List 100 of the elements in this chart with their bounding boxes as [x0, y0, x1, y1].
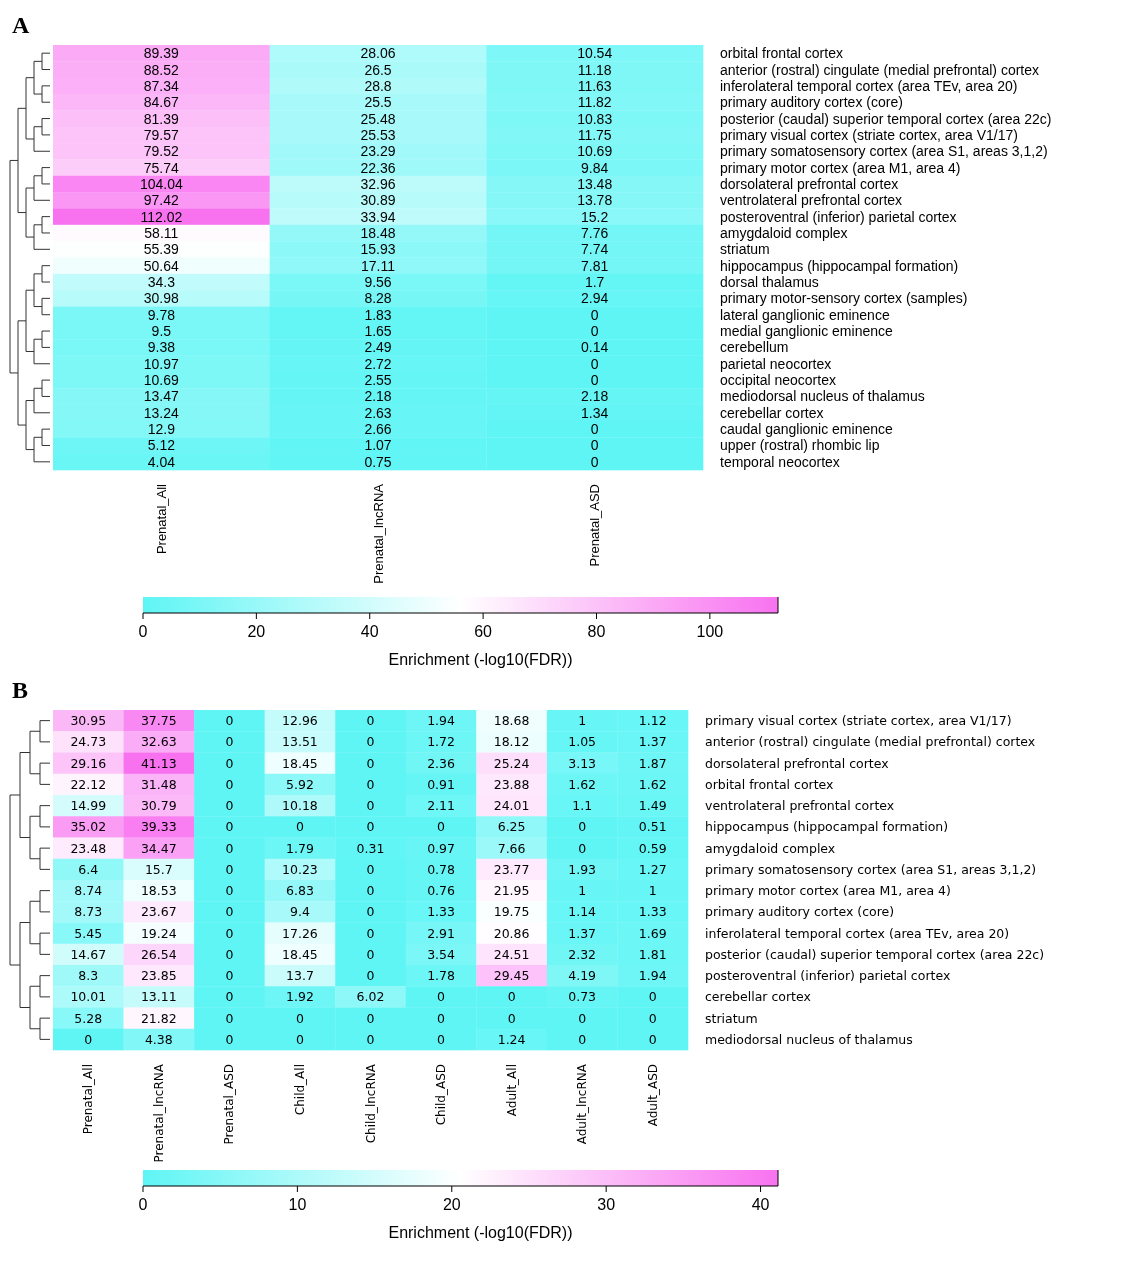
data-label: 8.74	[74, 883, 103, 899]
data-label: 10.54	[577, 45, 613, 62]
y-tick-label: anterior (rostral) cingulate (medial prefrontal) cortex	[705, 734, 1036, 750]
data-label: 0	[366, 946, 375, 962]
data-label: 1.81	[638, 946, 667, 962]
y-tick-label: dorsolateral prefrontal cortex	[705, 755, 889, 771]
color-bar-title: Enrichment (-log10(FDR))	[388, 651, 573, 668]
data-label: 1.94	[638, 968, 667, 984]
y-tick-label: mediodorsal nucleus of thalamus	[705, 1031, 913, 1047]
y-tick-label: medial ganglionic eminence	[720, 323, 893, 340]
data-label: 10.18	[282, 798, 318, 814]
data-label: 13.7	[286, 968, 314, 984]
data-label: 0	[366, 1010, 375, 1026]
data-label: 30.95	[70, 713, 107, 729]
y-tick-label: hippocampus (hippocampal formation)	[720, 257, 959, 274]
data-label: 3.54	[427, 946, 456, 962]
color-bar-label: 30	[597, 1196, 616, 1213]
data-label: 0	[507, 989, 516, 1005]
data-label: 1.24	[497, 1031, 526, 1047]
data-label: 9.78	[147, 306, 176, 323]
data-label: 0	[225, 840, 234, 856]
data-label: 12.96	[282, 713, 318, 729]
data-label: 32.96	[360, 175, 396, 192]
data-label: 18.45	[282, 755, 318, 771]
data-label: 23.77	[493, 861, 530, 877]
y-tick-label: primary somatosensory cortex (area S1, areas 3,1,2)	[720, 143, 1048, 160]
data-label: 11.82	[577, 94, 612, 111]
data-label: 22.36	[360, 159, 396, 176]
data-label: 4.38	[144, 1031, 173, 1047]
data-label: 23.48	[70, 840, 107, 856]
data-label: 9.38	[147, 339, 176, 356]
y-tick-label: cerebellar cortex	[720, 404, 824, 421]
data-label: 1.69	[638, 925, 667, 941]
data-label: 23.67	[140, 904, 177, 920]
x-tick-label: Prenatal_ASD	[587, 484, 603, 567]
y-tick-label: dorsolateral prefrontal cortex	[720, 175, 899, 192]
color-bar-label: 40	[360, 623, 379, 640]
data-label: 25.53	[360, 126, 396, 143]
data-label: 0	[366, 861, 375, 877]
data-label: 1.92	[286, 989, 314, 1005]
data-label: 7.76	[581, 224, 609, 241]
data-label: 1.33	[638, 904, 667, 920]
data-label: 0	[590, 306, 599, 323]
data-label: 0	[366, 968, 375, 984]
data-label: 112.02	[140, 208, 183, 225]
data-label: 0	[225, 946, 234, 962]
data-label: 10.23	[282, 861, 318, 877]
data-label: 0	[295, 1031, 304, 1047]
x-tick-label: Adult_lncRNA	[575, 1063, 590, 1145]
data-label: 0	[437, 1031, 446, 1047]
data-label: 1.05	[568, 734, 597, 750]
data-label: 0	[225, 798, 234, 814]
data-label: 0	[366, 713, 375, 729]
data-label: 1.79	[286, 840, 314, 856]
y-tick-label: ventrolateral prefrontal cortex	[720, 192, 903, 209]
data-label: 1.62	[568, 776, 597, 792]
data-label: 104.04	[139, 175, 183, 192]
data-label: 0	[437, 989, 446, 1005]
data-label: 0.75	[364, 453, 392, 470]
y-tick-label: lateral ganglionic eminence	[720, 306, 890, 323]
data-label: 0.59	[638, 840, 667, 856]
data-label: 87.34	[143, 77, 180, 94]
data-label: 0.31	[356, 840, 385, 856]
data-label: 9.4	[290, 904, 310, 920]
y-tick-label: caudal ganglionic eminence	[720, 421, 893, 438]
y-tick-label: upper (rostral) rhombic lip	[720, 437, 880, 454]
data-label: 1.33	[427, 904, 455, 920]
data-label: 30.98	[143, 290, 180, 307]
data-label: 7.74	[581, 241, 609, 258]
data-label: 79.52	[143, 143, 180, 160]
data-label: 0	[366, 925, 375, 941]
x-tick-label: Adult_ASD	[645, 1064, 660, 1127]
data-label: 1.94	[427, 713, 456, 729]
data-label: 4.19	[568, 968, 597, 984]
data-label: 79.57	[143, 126, 180, 143]
x-tick-label: Child_lncRNA	[363, 1063, 378, 1144]
data-label: 1.14	[568, 904, 597, 920]
y-tick-label: cerebellar cortex	[705, 989, 811, 1005]
x-tick-label: Prenatal_ASD	[222, 1064, 237, 1145]
data-label: 10.83	[577, 110, 613, 127]
y-tick-label: amygdaloid complex	[705, 840, 836, 856]
y-tick-label: occipital neocortex	[720, 372, 836, 389]
data-label: 0	[590, 421, 599, 438]
data-label: 84.67	[143, 94, 180, 111]
y-tick-label: posteroventral (inferior) parietal cortex	[705, 968, 951, 984]
color-bar-label: 0	[138, 623, 148, 640]
data-label: 1.07	[364, 437, 392, 454]
data-label: 1.65	[364, 323, 392, 340]
data-label: 2.11	[427, 798, 455, 814]
data-label: 0	[366, 734, 375, 750]
data-label: 7.66	[497, 840, 526, 856]
x-tick-label: Adult_All	[504, 1064, 519, 1117]
data-label: 39.33	[140, 819, 177, 835]
data-label: 26.5	[364, 61, 392, 78]
data-label: 0	[295, 819, 304, 835]
data-label: 0	[366, 798, 375, 814]
y-tick-label: primary motor-sensory cortex (samples)	[720, 290, 968, 307]
data-label: 28.06	[360, 45, 396, 62]
data-label: 18.68	[493, 713, 530, 729]
data-label: 5.28	[74, 1010, 103, 1026]
